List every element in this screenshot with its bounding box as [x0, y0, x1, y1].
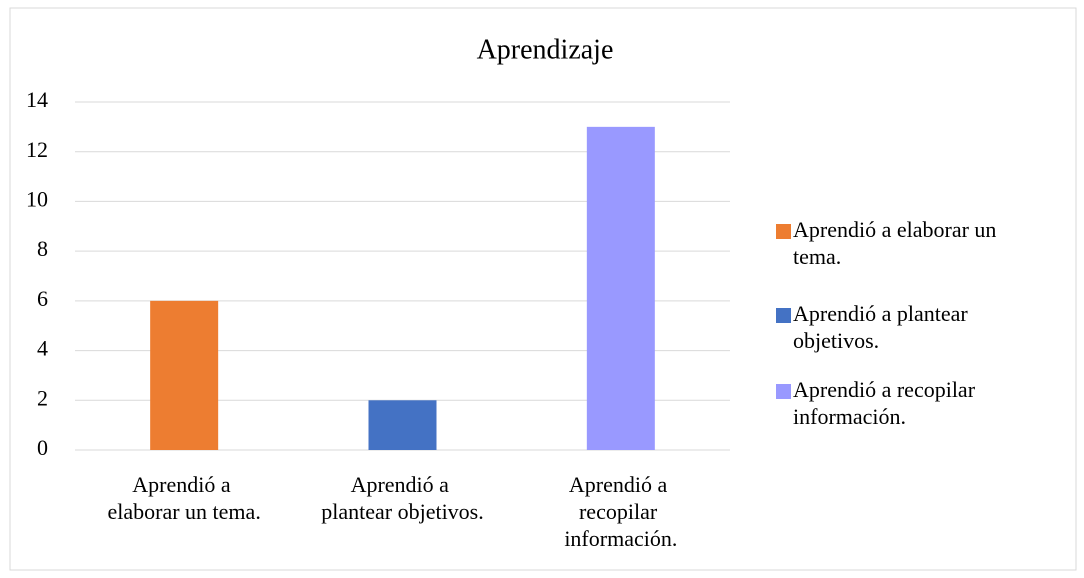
- bar: [368, 400, 437, 450]
- chart-title: Aprendizaje: [477, 34, 614, 65]
- x-tick-label: Aprendió a recopilar información.: [564, 472, 677, 551]
- legend-label: Aprendió a elaborar un tema.: [793, 217, 1002, 269]
- x-tick-label: Aprendió a plantear objetivos.: [321, 472, 484, 524]
- x-tick-label: Aprendió a elaborar un tema.: [108, 472, 261, 524]
- legend-swatch: [776, 384, 791, 399]
- y-tick-label: 14: [26, 87, 48, 112]
- y-tick-label: 6: [37, 286, 48, 311]
- legend-label: Aprendió a recopilar información.: [793, 377, 981, 429]
- legend-swatch: [776, 224, 791, 239]
- legend-swatch: [776, 308, 791, 323]
- y-tick-label: 10: [26, 186, 48, 211]
- y-tick-label: 8: [37, 236, 48, 261]
- legend-label: Aprendió a plantear objetivos.: [793, 301, 973, 353]
- y-tick-label: 4: [37, 336, 48, 361]
- y-tick-label: 12: [26, 137, 48, 162]
- bar: [586, 126, 655, 450]
- bar: [150, 300, 219, 450]
- y-tick-label: 0: [37, 435, 48, 460]
- y-tick-label: 2: [37, 385, 48, 410]
